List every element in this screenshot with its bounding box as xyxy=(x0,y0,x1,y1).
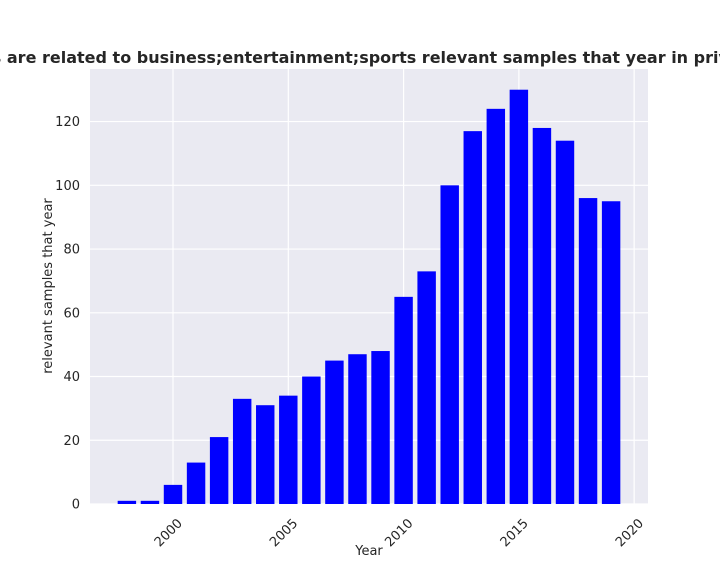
x-tick-label: 2020 xyxy=(613,516,647,550)
y-tick-label: 120 xyxy=(55,115,80,130)
bar-2009 xyxy=(371,351,390,504)
plot-background xyxy=(90,69,648,504)
bar-2000 xyxy=(163,484,183,504)
bars xyxy=(117,89,621,505)
bar-2017 xyxy=(555,140,575,504)
bar-2002 xyxy=(209,437,229,504)
bar-2006 xyxy=(302,376,321,504)
bar-2019 xyxy=(601,201,621,504)
bar-2007 xyxy=(325,360,344,504)
bar-2005 xyxy=(279,395,298,504)
bar-2010 xyxy=(394,296,413,504)
y-tick-labels: 0 20 40 60 80 100 120 xyxy=(55,115,80,512)
y-tick-label: 20 xyxy=(63,434,80,449)
grid xyxy=(90,69,648,505)
bar-2004 xyxy=(256,405,275,504)
x-tick-label: 2005 xyxy=(267,516,301,550)
x-tick-label: 2010 xyxy=(382,516,416,550)
y-tick-label: 100 xyxy=(55,179,80,194)
bar-2001 xyxy=(186,462,206,504)
y-tick-label: 40 xyxy=(63,370,80,385)
bar-2016 xyxy=(532,127,552,504)
bar-2015 xyxy=(509,89,529,504)
bar-1999 xyxy=(140,500,160,504)
bar-2008 xyxy=(348,354,367,504)
y-tick-label: 80 xyxy=(63,243,80,258)
x-axis-label: Year xyxy=(354,544,383,559)
x-tick-labels: 2000 2005 2010 2015 2020 xyxy=(152,516,647,550)
bar-2003 xyxy=(232,398,252,504)
chart-title: Categories are related to business;enter… xyxy=(0,48,720,67)
bar-2014 xyxy=(486,108,506,504)
x-tick-label: 2015 xyxy=(498,516,532,550)
bar-1998 xyxy=(117,500,137,504)
bar-2011 xyxy=(417,271,436,504)
bar-2018 xyxy=(578,198,598,505)
y-axis-label: relevant samples that year xyxy=(41,198,56,374)
bar-2013 xyxy=(463,131,482,504)
y-tick-label: 60 xyxy=(63,306,80,321)
x-tick-label: 2000 xyxy=(152,516,186,550)
y-tick-label: 0 xyxy=(72,498,80,513)
bar-2012 xyxy=(440,185,459,505)
